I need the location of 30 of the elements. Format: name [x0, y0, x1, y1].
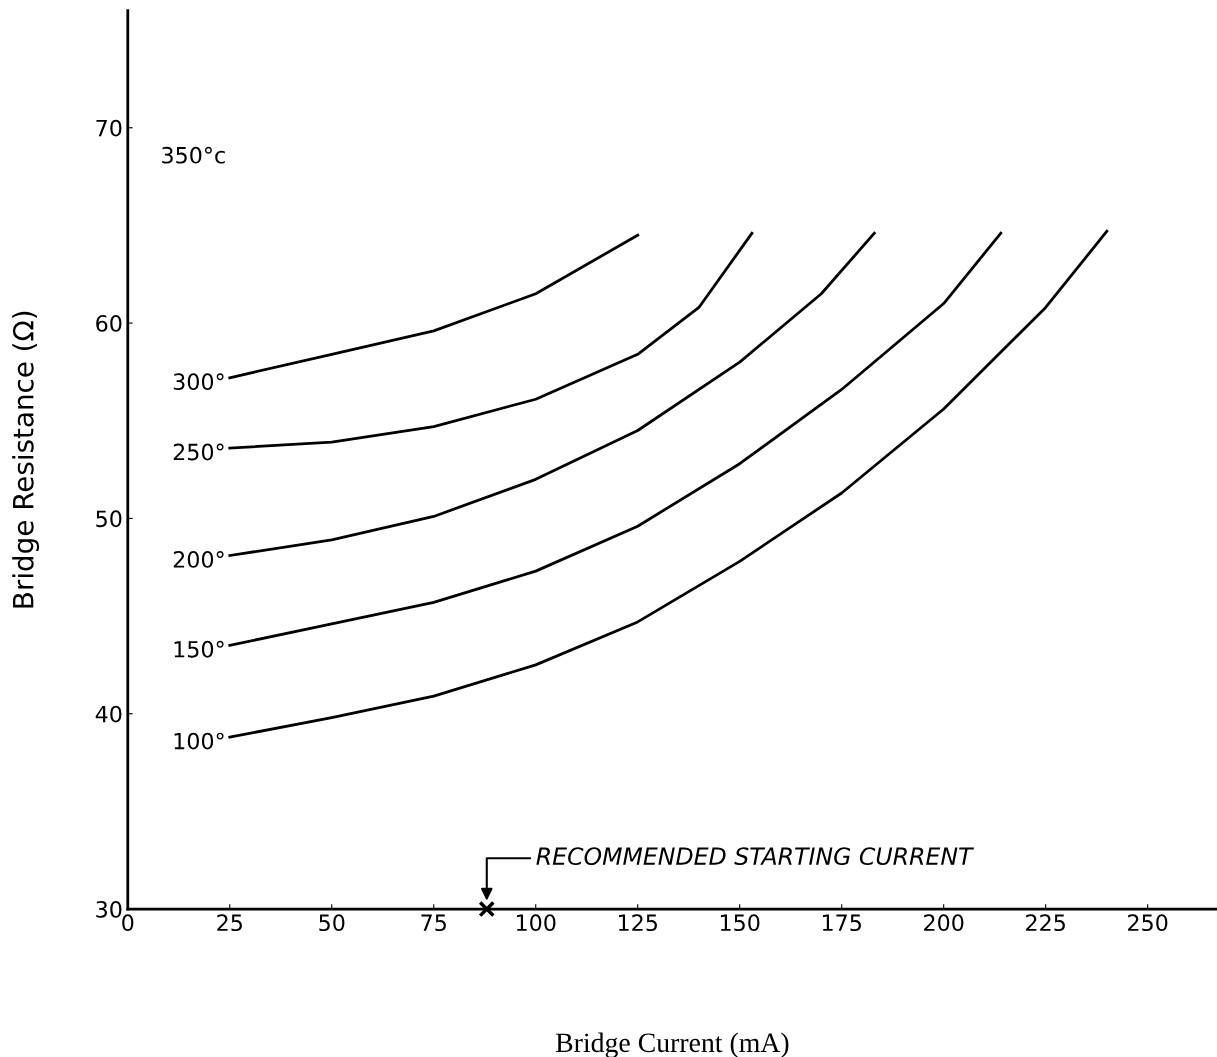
y-tick-label: 70 [96, 119, 122, 137]
x-tick-label: 250 [1128, 914, 1168, 932]
x-tick-label: 175 [822, 914, 861, 932]
series-label: 200° [173, 551, 224, 568]
y-tick-label: 60 [96, 315, 122, 332]
x-tick-label: 25 [217, 914, 242, 932]
line-series [228, 229, 1109, 739]
x-tick-label: 75 [421, 914, 446, 932]
x-tick-label: 125 [618, 914, 657, 932]
annotation: 350°c [162, 146, 225, 164]
x-tick-label: 50 [319, 914, 345, 932]
y-axis-title: Bridge Resistance (Ω) [12, 311, 40, 608]
series-label: 300° [173, 373, 224, 391]
series-label: 150° [174, 640, 224, 658]
x-tick-label: 200 [924, 914, 964, 932]
x-axis-title: Bridge Current (mA) [555, 1032, 789, 1057]
annotation: RECOMMENDED STARTING CURRENT [536, 847, 975, 866]
x-tick-label: 100 [516, 914, 556, 932]
series-label: 100° [174, 732, 224, 750]
line-series [228, 231, 876, 557]
line-series [228, 231, 754, 450]
y-tick-label: 40 [95, 705, 122, 723]
y-tick-label: 50 [96, 510, 122, 528]
x-tick-label: 225 [1026, 914, 1065, 932]
line-series [228, 231, 1003, 647]
x-tick-label: 0 [122, 914, 134, 932]
line-series [228, 233, 640, 380]
series-label: 250° [173, 443, 224, 461]
y-tick-label: 30 [96, 900, 122, 918]
x-tick-label: 150 [720, 914, 760, 932]
